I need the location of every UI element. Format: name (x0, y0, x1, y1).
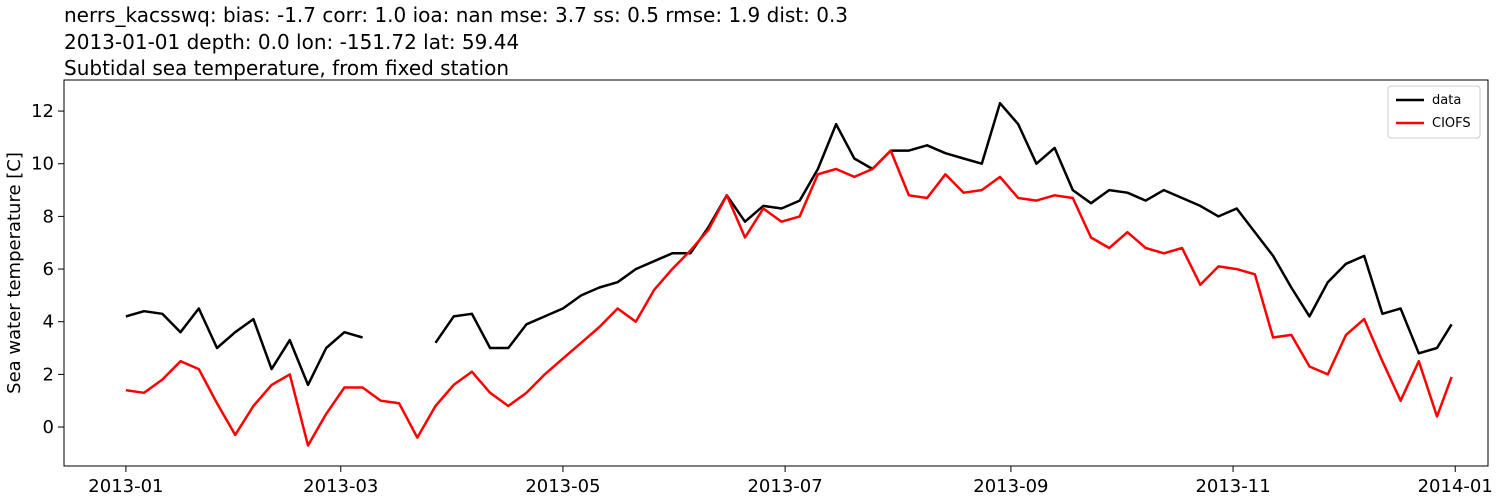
y-tick-label: 8 (43, 206, 54, 227)
legend-label: CIOFS (1432, 116, 1471, 131)
y-tick-label: 12 (31, 101, 54, 122)
x-tick-label: 2013-05 (525, 476, 600, 497)
y-axis-label: Sea water temperature [C] (4, 152, 25, 394)
series-line (125, 149, 1453, 447)
legend-label: data (1432, 93, 1461, 108)
x-tick-label: 2013-09 (973, 476, 1048, 497)
chart-title: 2013-01-01 depth: 0.0 lon: -151.72 lat: … (64, 30, 519, 54)
chart-title: Subtidal sea temperature, from fixed sta… (64, 56, 509, 80)
y-tick-label: 0 (43, 417, 54, 438)
x-tick-label: 2013-01 (88, 476, 163, 497)
y-tick-label: 6 (43, 259, 54, 280)
y-tick-label: 10 (31, 154, 54, 175)
x-tick-label: 2013-03 (303, 476, 378, 497)
y-tick-label: 4 (43, 312, 54, 333)
x-tick-label: 2013-11 (1195, 476, 1270, 497)
chart-title: nerrs_kacsswq: bias: -1.7 corr: 1.0 ioa:… (64, 3, 848, 27)
x-tick-label: 2013-07 (747, 476, 822, 497)
plot-frame (63, 79, 1489, 467)
y-tick-label: 2 (43, 364, 54, 385)
series-line (125, 101, 1453, 387)
x-tick-label: 2014-01 (1418, 476, 1493, 497)
